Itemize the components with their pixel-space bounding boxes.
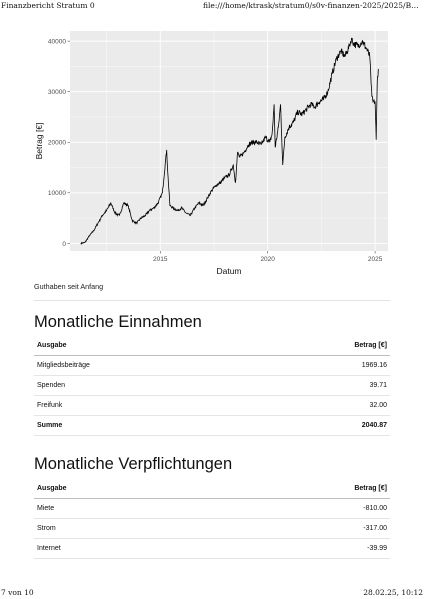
x-axis-label: Datum [216, 266, 241, 276]
row-label: Spenden [34, 375, 249, 396]
row-amount: 1969.16 [248, 355, 390, 376]
table-header-row: Ausgabe Betrag [€] [34, 336, 390, 356]
y-tick-label: 10000 [48, 190, 66, 197]
row-amount: 32.00 [248, 395, 390, 416]
row-label: Internet [34, 538, 205, 559]
table-row: Spenden 39.71 [34, 375, 390, 396]
y-tick-label: 20000 [48, 140, 66, 147]
balance-line-chart: 0 10000 20000 30000 40000 2015 2020 2025 Datum… [34, 31, 388, 276]
row-label: Freifunk [34, 395, 249, 416]
income-table: Ausgabe Betrag [€] Mitgliedsbeiträge 196… [34, 336, 390, 436]
print-timestamp: 28.02.25, 10:12 [363, 588, 423, 597]
column-header-ausgabe: Ausgabe [34, 479, 205, 499]
row-amount: -317.00 [204, 518, 390, 539]
column-header-betrag: Betrag [€] [204, 479, 390, 499]
x-tick-label: 2020 [260, 256, 275, 263]
y-tick-label: 40000 [48, 39, 66, 46]
chart-panel [70, 31, 388, 251]
income-section-title: Monatliche Einnahmen [34, 313, 202, 331]
row-label: Mitgliedsbeiträge [34, 355, 249, 376]
row-amount: -39.99 [204, 538, 390, 559]
document-title: Finanzbericht Stratum 0 [1, 1, 95, 10]
balance-series-line [80, 37, 379, 245]
x-axis: 2015 2020 2025 [153, 251, 383, 263]
table-row: Internet -39.99 [34, 538, 390, 559]
table-header-row: Ausgabe Betrag [€] [34, 479, 390, 499]
row-amount: -810.00 [204, 498, 390, 519]
obligations-section-title: Monatliche Verpflichtungen [34, 455, 233, 473]
document-url: file:///home/ktrask/stratum0/s0v-finanze… [203, 1, 423, 10]
x-tick-label: 2015 [153, 256, 168, 263]
y-axis: 0 10000 20000 30000 40000 [48, 39, 70, 248]
y-tick-label: 0 [62, 241, 66, 248]
sum-row: Summe 2040.87 [34, 415, 390, 436]
y-tick-label: 30000 [48, 89, 66, 96]
x-tick-label: 2025 [368, 256, 383, 263]
chart-caption: Guthaben seit Anfang [34, 282, 104, 291]
column-header-betrag: Betrag [€] [248, 336, 390, 356]
divider [34, 300, 390, 301]
sum-amount: 2040.87 [248, 415, 390, 436]
y-axis-label: Betrag [€] [34, 123, 44, 160]
sum-label: Summe [34, 415, 249, 436]
table-row: Strom -317.00 [34, 518, 390, 539]
row-label: Strom [34, 518, 205, 539]
row-label: Miete [34, 498, 205, 519]
page-number: 7 von 10 [1, 588, 34, 597]
column-header-ausgabe: Ausgabe [34, 336, 249, 356]
print-header: Finanzbericht Stratum 0 file:///home/ktr… [0, 0, 424, 12]
obligations-table: Ausgabe Betrag [€] Miete -810.00 Strom -… [34, 479, 390, 559]
table-row: Freifunk 32.00 [34, 395, 390, 416]
row-amount: 39.71 [248, 375, 390, 396]
table-row: Miete -810.00 [34, 498, 390, 519]
print-footer: 7 von 10 28.02.25, 10:12 [0, 587, 424, 599]
table-row: Mitgliedsbeiträge 1969.16 [34, 355, 390, 376]
